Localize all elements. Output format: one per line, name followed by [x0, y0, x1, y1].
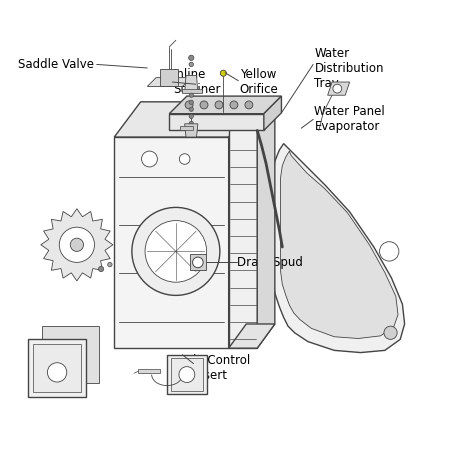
Polygon shape: [257, 104, 275, 348]
Circle shape: [132, 207, 220, 295]
Circle shape: [189, 121, 194, 126]
Polygon shape: [184, 76, 198, 93]
Polygon shape: [41, 209, 113, 281]
Polygon shape: [28, 339, 86, 396]
Circle shape: [47, 363, 67, 382]
Circle shape: [180, 154, 190, 164]
Polygon shape: [139, 369, 161, 373]
Circle shape: [384, 326, 397, 339]
Polygon shape: [33, 344, 81, 392]
Circle shape: [189, 100, 194, 104]
Circle shape: [108, 262, 112, 267]
Circle shape: [200, 101, 208, 109]
Polygon shape: [171, 358, 203, 391]
Text: Yellow
Orifice: Yellow Orifice: [240, 68, 279, 96]
Circle shape: [379, 242, 399, 261]
Polygon shape: [167, 355, 207, 394]
Circle shape: [185, 101, 193, 109]
Polygon shape: [169, 96, 281, 114]
Circle shape: [59, 227, 94, 262]
Circle shape: [189, 114, 194, 118]
Polygon shape: [147, 78, 191, 86]
Circle shape: [179, 367, 195, 382]
Text: Scale Control
Insert: Scale Control Insert: [172, 354, 250, 382]
Polygon shape: [161, 69, 178, 86]
Circle shape: [70, 238, 84, 252]
Polygon shape: [169, 114, 264, 130]
Circle shape: [333, 84, 342, 93]
Polygon shape: [114, 102, 255, 137]
Polygon shape: [180, 126, 194, 130]
Polygon shape: [190, 254, 206, 270]
Polygon shape: [280, 151, 398, 338]
Circle shape: [189, 62, 194, 67]
Text: Water Panel
Evaporator: Water Panel Evaporator: [315, 105, 385, 133]
Polygon shape: [184, 124, 198, 137]
Polygon shape: [229, 102, 255, 348]
Polygon shape: [273, 144, 405, 353]
Circle shape: [189, 107, 194, 112]
Polygon shape: [114, 137, 229, 348]
Circle shape: [189, 55, 194, 60]
Circle shape: [145, 220, 207, 282]
Polygon shape: [328, 82, 350, 95]
Circle shape: [193, 257, 203, 268]
Text: Drain Spud: Drain Spud: [238, 256, 303, 269]
Text: Saddle Valve: Saddle Valve: [18, 58, 94, 71]
Polygon shape: [42, 326, 99, 383]
Circle shape: [189, 93, 194, 97]
Circle shape: [230, 101, 238, 109]
Polygon shape: [182, 89, 202, 93]
Circle shape: [215, 101, 223, 109]
Circle shape: [245, 101, 253, 109]
Circle shape: [142, 151, 158, 167]
Polygon shape: [229, 324, 275, 348]
Circle shape: [99, 266, 104, 272]
Text: Inline
Strainer: Inline Strainer: [174, 68, 221, 96]
Polygon shape: [229, 104, 275, 128]
Polygon shape: [229, 128, 257, 348]
Circle shape: [220, 70, 226, 77]
Text: Water
Distribution
Tray: Water Distribution Tray: [315, 47, 384, 90]
Polygon shape: [264, 96, 281, 130]
